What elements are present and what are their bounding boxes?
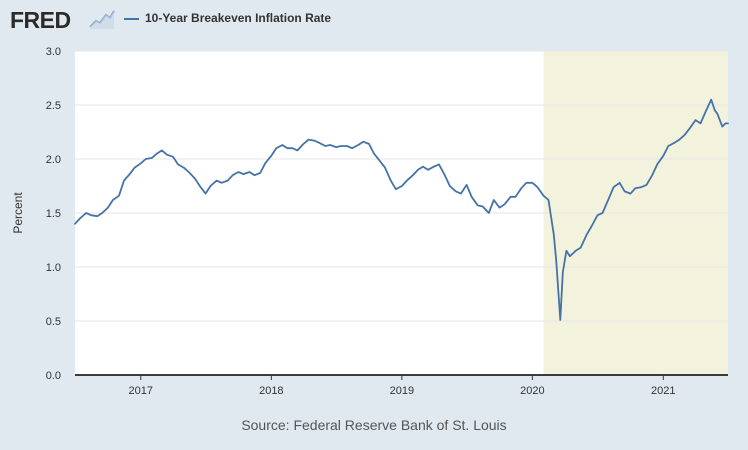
legend-label: 10-Year Breakeven Inflation Rate: [145, 11, 332, 25]
chart-line-icon: [89, 9, 115, 29]
x-tick-label: 2020: [520, 385, 544, 397]
series-line: [74, 98, 729, 321]
chart-header: FRED 10-Year Breakeven Inflation Rate: [0, 0, 748, 40]
y-tick-label: 1.0: [46, 262, 61, 274]
y-tick-label: 0.5: [46, 316, 61, 328]
y-tick-label: 0.0: [46, 370, 61, 382]
series-layer: [74, 98, 729, 321]
y-axis-ticks: 0.0 0.5 1.0 1.5 2.0 2.5 3.0: [46, 46, 61, 382]
y-axis-label: Percent: [11, 192, 25, 234]
fred-logo[interactable]: FRED: [10, 7, 71, 33]
source-note: Source: Federal Reserve Bank of St. Loui…: [241, 417, 507, 433]
y-tick-label: 2.5: [46, 100, 61, 112]
x-tick-label: 2019: [390, 385, 414, 397]
y-tick-label: 1.5: [46, 208, 61, 220]
line-chart: 0.00.51.01.52.02.53.0 2017 2018 2019 2020 20…: [11, 46, 729, 397]
x-tick-label: 2018: [259, 385, 283, 397]
y-tick-label: 3.0: [46, 46, 61, 58]
x-tick-label: 2017: [129, 385, 153, 397]
legend-swatch: [124, 18, 139, 20]
x-axis-ticks: 2017 2018 2019 2020 2021: [129, 375, 676, 397]
x-tick-label: 2021: [651, 385, 675, 397]
y-tick-label: 2.0: [46, 154, 61, 166]
